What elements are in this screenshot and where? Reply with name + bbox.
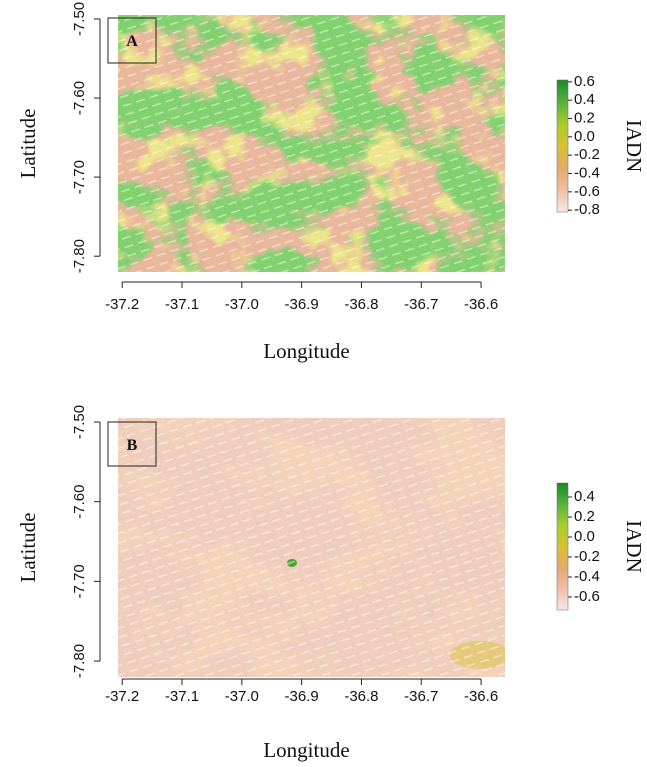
x-tick-label: -36.9 xyxy=(285,296,319,313)
colorbar-tick-label: -0.4 xyxy=(574,568,600,585)
colorbar-tick-label: -0.6 xyxy=(574,183,600,200)
x-tick-label: -36.6 xyxy=(464,296,498,313)
y-tick-label: -7.80 xyxy=(71,239,88,273)
colorbar-tick-label: -0.4 xyxy=(574,164,600,181)
x-tick-label: -37.1 xyxy=(165,296,199,313)
y-axis-title: Latitude xyxy=(16,109,40,179)
panel-label: B xyxy=(127,437,138,454)
x-tick-label: -36.7 xyxy=(404,296,438,313)
colorbar-tick-label: 0.6 xyxy=(574,73,595,90)
raster-a xyxy=(118,15,505,272)
y-tick-label: -7.50 xyxy=(71,2,88,36)
colorbar-title: IADN xyxy=(622,520,646,573)
colorbar-tick-label: 0.0 xyxy=(574,528,595,545)
y-tick-label: -7.70 xyxy=(71,564,88,598)
colorbar-tick-label: -0.2 xyxy=(574,548,600,565)
x-tick-label: -36.9 xyxy=(285,688,319,705)
colorbar-tick-label: 0.2 xyxy=(574,508,595,525)
x-tick-label: -36.8 xyxy=(344,688,378,705)
panel-box xyxy=(107,421,157,467)
y-tick-label: -7.80 xyxy=(71,644,88,678)
colorbar-tick-label: 0.0 xyxy=(574,128,595,145)
panel-label: A xyxy=(126,33,138,50)
colorbar-tick-label: 0.4 xyxy=(574,488,595,505)
colorbar xyxy=(556,482,569,611)
y-tick-label: -7.50 xyxy=(71,405,88,439)
x-tick-label: -37.2 xyxy=(105,688,139,705)
x-axis-title: Longitude xyxy=(263,738,349,762)
x-tick-label: -36.6 xyxy=(464,688,498,705)
x-tick-label: -37.1 xyxy=(165,688,199,705)
x-tick-label: -37.0 xyxy=(225,296,259,313)
y-tick-label: -7.60 xyxy=(71,485,88,519)
x-tick-label: -37.2 xyxy=(105,296,139,313)
x-tick-label: -36.8 xyxy=(344,296,378,313)
y-tick-label: -7.70 xyxy=(71,160,88,194)
x-axis-title: Longitude xyxy=(263,339,349,363)
colorbar xyxy=(556,79,569,213)
x-tick-label: -36.7 xyxy=(404,688,438,705)
colorbar-tick-label: 0.4 xyxy=(574,91,595,108)
colorbar-tick-label: -0.2 xyxy=(574,146,600,163)
colorbar-tick-label: 0.2 xyxy=(574,109,595,126)
panel-box xyxy=(107,17,157,64)
raster-b xyxy=(118,418,505,677)
colorbar-tick-label: -0.8 xyxy=(574,201,600,218)
colorbar-title: IADN xyxy=(622,120,646,173)
x-tick-label: -37.0 xyxy=(225,688,259,705)
colorbar-tick-label: -0.6 xyxy=(574,588,600,605)
y-axis-title: Latitude xyxy=(16,513,40,583)
y-tick-label: -7.60 xyxy=(71,81,88,115)
